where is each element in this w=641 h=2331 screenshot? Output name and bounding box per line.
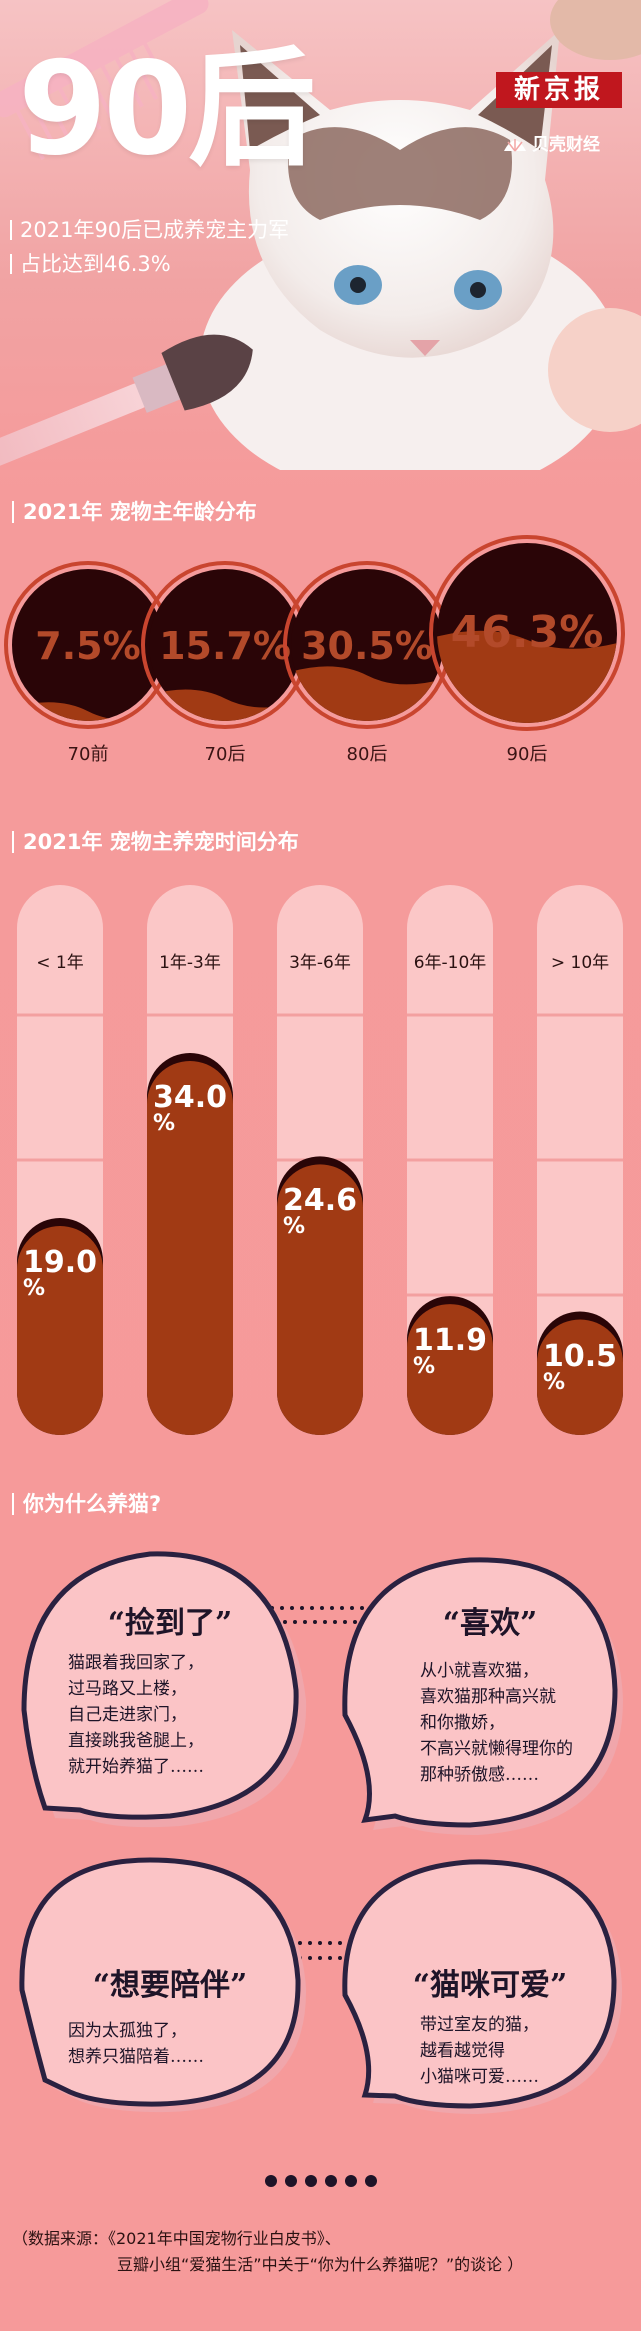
bubble-1	[21, 1551, 307, 1828]
bar-label-5: > 10年	[550, 953, 610, 973]
cat-illustration	[0, 0, 641, 470]
source-line-1: （数据来源：《2021年中国宠物行业白皮书》、	[12, 2229, 341, 2248]
time-bar-1	[17, 885, 103, 1435]
bar-fill	[537, 1319, 623, 1435]
newspaper-logo: 新京报	[496, 72, 622, 108]
age-value-2: 15.7%	[159, 624, 291, 668]
bar-value-3: 24.6%	[283, 1186, 357, 1238]
bar-label-4: 6年-10年	[413, 953, 487, 973]
dot	[344, 2175, 357, 2187]
age-circles-chart: 7.5% 15.7% 30.5% 46.3%	[4, 535, 625, 731]
dot	[324, 2175, 337, 2187]
bar-label-2: 1年-3年	[159, 953, 221, 973]
age-circle-1: 7.5%	[4, 561, 172, 729]
bubble-1-title: “捡到了”	[107, 1606, 233, 1641]
bar-fill	[147, 1061, 233, 1435]
time-bar-3	[277, 885, 363, 1435]
age-label-4: 90后	[506, 744, 548, 765]
age-value-3: 30.5%	[301, 624, 433, 668]
bubble-3	[19, 1857, 307, 2113]
bar-value-number: 11.9	[413, 1323, 488, 1359]
hero-subtitle-1: 2021年90后已成养宠主力军	[10, 214, 289, 244]
reason-section-title: 你为什么养猫?	[12, 1488, 161, 1518]
bar-fill	[277, 1164, 363, 1435]
bar-value-number: 10.5	[543, 1338, 618, 1374]
bubble-1-body: 猫跟着我回家了， 过马路又上楼， 自己走进家门， 直接跳我爸腿上， 就开始养猫了…	[68, 1653, 204, 1777]
age-circle-2: 15.7%	[141, 561, 309, 729]
time-bar-4	[407, 885, 493, 1435]
bubble-3-body: 因为太孤独了， 想养只猫陪着……	[68, 2021, 204, 2067]
pagination-dots	[0, 2172, 641, 2191]
age-label-2: 70后	[204, 744, 246, 765]
age-fill-2	[149, 689, 301, 721]
bar-value-unit: %	[543, 1369, 566, 1395]
bubble-4-title: “猫咪可爱”	[412, 1968, 568, 2003]
hero-subtitle-2: 占比达到46.3%	[10, 248, 171, 278]
age-circle-4: 46.3%	[429, 535, 625, 731]
bar-value-unit: %	[413, 1354, 436, 1380]
bubble-3-title: “想要陪伴”	[92, 1968, 248, 2003]
bar-fill	[407, 1304, 493, 1435]
bar-value-1: 19.0%	[23, 1248, 97, 1300]
bar-value-number: 24.6	[283, 1183, 358, 1219]
bubble-4	[342, 1859, 623, 2114]
bubble-2-title: “喜欢”	[442, 1606, 538, 1641]
bar-value-5: 10.5%	[543, 1338, 618, 1395]
time-section-title: 2021年 宠物主养宠时间分布	[12, 826, 299, 856]
age-label-3: 80后	[346, 744, 388, 765]
age-circle-3: 30.5%	[283, 561, 451, 729]
bubble-2-body: 从小就喜欢猫， 喜欢猫那种高兴就 和你撒娇， 不高兴就懒得理你的 那种骄傲感……	[420, 1661, 573, 1785]
bar-value-unit: %	[283, 1214, 306, 1240]
sub-brand: 贝壳财经	[502, 130, 600, 155]
hero-title: 90后	[18, 35, 316, 184]
time-bar-chart	[17, 885, 623, 1435]
bar-label-3: 3年-6年	[289, 953, 351, 973]
bubble-4-body: 带过室友的猫， 越看越觉得 小猫咪可爱……	[420, 2015, 539, 2087]
bar-value-number: 34.0	[153, 1080, 228, 1115]
shell-icon	[504, 139, 526, 152]
bar-value-unit: %	[153, 1111, 176, 1136]
age-label-1: 70前	[67, 744, 109, 765]
source-line-2: 豆瓣小组“爱猫生活”中关于“你为什么养猫呢？”的谈论 ）	[117, 2255, 524, 2274]
bar-value-4: 11.9%	[413, 1326, 487, 1378]
bubble-2	[342, 1557, 623, 1835]
bar-fill	[17, 1226, 103, 1435]
dot	[304, 2175, 317, 2187]
sub-brand-label: 贝壳财经	[532, 135, 600, 155]
time-bar-5	[537, 885, 623, 1435]
dot	[284, 2175, 297, 2187]
bar-value-2: 34.0%	[153, 1083, 227, 1135]
data-source: （数据来源：《2021年中国宠物行业白皮书》、 豆瓣小组“爱猫生活”中关于“你为…	[12, 2226, 632, 2278]
dot	[264, 2175, 277, 2187]
bar-value-number: 19.0	[23, 1245, 98, 1280]
bar-label-1: < 1年	[36, 953, 84, 973]
bar-value-unit: %	[23, 1276, 46, 1301]
hero-banner: 90后 新京报 贝壳财经 2021年90后已成养宠主力军 占比达到46.3%	[0, 0, 641, 470]
age-value-1: 7.5%	[35, 624, 140, 668]
dot	[364, 2175, 377, 2187]
age-section-title: 2021年 宠物主年龄分布	[12, 496, 257, 526]
time-bar-2	[147, 885, 233, 1435]
age-value-4: 46.3%	[451, 607, 604, 658]
speech-bubbles	[19, 1551, 623, 2114]
